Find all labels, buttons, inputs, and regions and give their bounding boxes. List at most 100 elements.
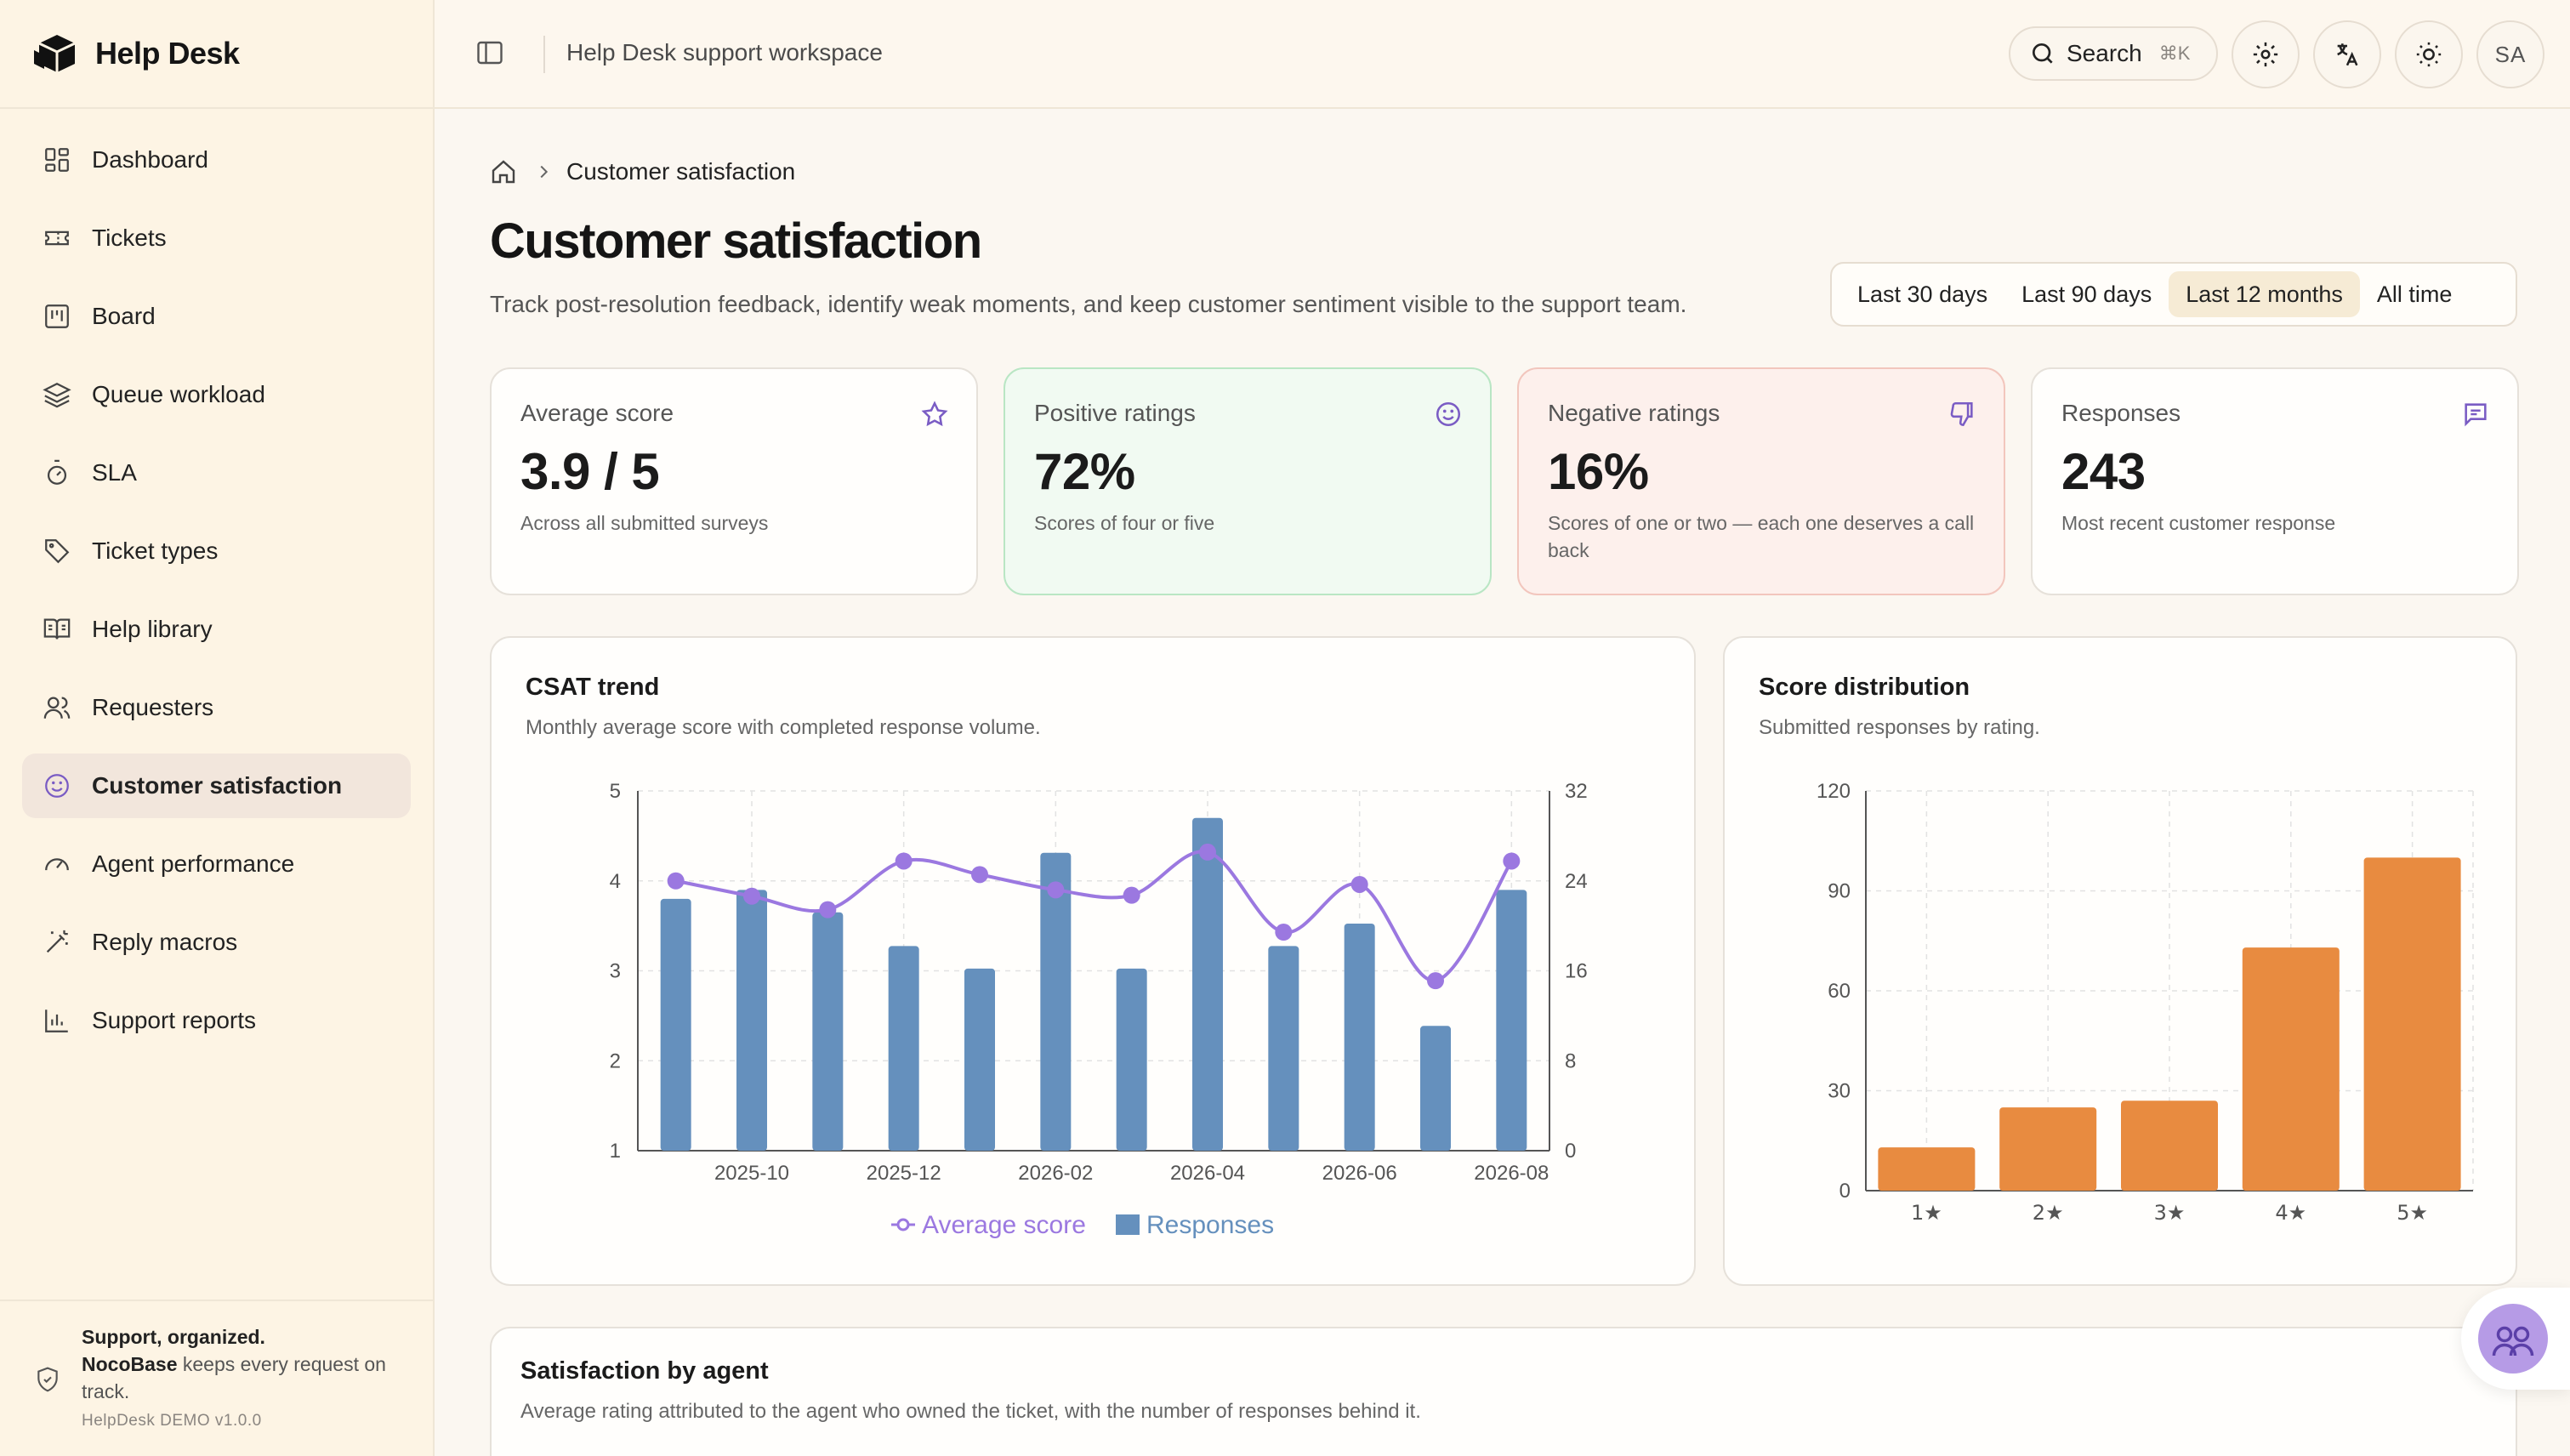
sidebar-nav: Dashboard Tickets Board Queue workload S… xyxy=(0,109,433,1053)
point-average-score xyxy=(1427,972,1444,990)
sidebar-item-label: Queue workload xyxy=(92,381,265,407)
sidebar: Help Desk Dashboard Tickets Board Queue … xyxy=(0,0,435,1456)
bar-responses xyxy=(1116,968,1147,1151)
sidebar-item-label: Help library xyxy=(92,616,213,642)
sidebar-item-label: Customer satisfaction xyxy=(92,772,343,799)
left-axis-tick-label: 2 xyxy=(610,1049,621,1072)
bar-score-count xyxy=(2121,1101,2218,1191)
thumbs-down-icon xyxy=(1950,401,1973,427)
sidebar-item-reply-macros[interactable]: Reply macros xyxy=(22,910,411,975)
left-axis-tick-label: 4 xyxy=(610,870,621,893)
bar-score-count xyxy=(1999,1107,2097,1191)
card-subtitle: Monthly average score with completed res… xyxy=(526,716,1041,739)
brand[interactable]: Help Desk xyxy=(0,0,433,109)
avatar-initials: SA xyxy=(2494,41,2527,67)
right-axis-tick-label: 24 xyxy=(1565,870,1588,893)
sidebar-item-label: Dashboard xyxy=(92,146,208,173)
home-icon[interactable] xyxy=(490,158,517,185)
page-subtitle: Track post-resolution feedback, identify… xyxy=(490,291,1687,317)
bar-responses xyxy=(1496,890,1527,1151)
kpi-value: 72% xyxy=(1034,443,1135,500)
layers-icon xyxy=(43,382,71,408)
point-average-score xyxy=(1047,881,1065,899)
settings-button[interactable] xyxy=(2232,20,2300,88)
kpi-label: Average score xyxy=(520,400,674,426)
theme-toggle-button[interactable] xyxy=(2395,20,2463,88)
sidebar-item-customer-satisfaction[interactable]: Customer satisfaction xyxy=(22,754,411,818)
assistant-fab[interactable] xyxy=(2461,1288,2570,1390)
bar-responses xyxy=(1420,1026,1451,1151)
sidebar-item-help-library[interactable]: Help library xyxy=(22,597,411,662)
kpi-negative-ratings: Negative ratings 16% Scores of one or tw… xyxy=(1517,367,2005,595)
point-average-score xyxy=(667,872,685,890)
smile-icon xyxy=(45,774,69,798)
sidebar-footer: Support, organized. NocoBase keeps every… xyxy=(0,1300,433,1456)
sidebar-item-queue-workload[interactable]: Queue workload xyxy=(22,362,411,427)
y-axis-tick-label: 30 xyxy=(1828,1080,1851,1103)
sidebar-item-requesters[interactable]: Requesters xyxy=(22,675,411,740)
bar-responses xyxy=(660,898,691,1151)
kpi-label: Negative ratings xyxy=(1548,400,1720,426)
tag-icon xyxy=(45,539,70,564)
chevron-right-icon xyxy=(540,165,549,179)
sidebar-item-sla[interactable]: SLA xyxy=(22,441,411,505)
kpi-label: Positive ratings xyxy=(1034,400,1196,426)
star-icon xyxy=(921,401,948,427)
point-average-score xyxy=(819,901,837,919)
range-option-12-months[interactable]: Last 12 months xyxy=(2169,271,2360,317)
footer-tagline: keeps every request on track. xyxy=(82,1353,386,1402)
point-average-score xyxy=(1503,852,1521,870)
range-option-all-time[interactable]: All time xyxy=(2376,281,2453,307)
bar-responses xyxy=(1268,946,1299,1151)
help-desk-logo-icon xyxy=(34,35,76,72)
sidebar-item-dashboard[interactable]: Dashboard xyxy=(22,128,411,192)
search-button[interactable]: Search ⌘K xyxy=(2009,26,2218,81)
gear-icon xyxy=(2253,42,2278,67)
card-title: Satisfaction by agent xyxy=(520,1357,769,1385)
page-title: Customer satisfaction xyxy=(490,213,982,269)
user-avatar-button[interactable]: SA xyxy=(2476,20,2544,88)
gauge-icon xyxy=(45,858,69,871)
y-axis-tick-label: 90 xyxy=(1828,880,1851,903)
bar-responses xyxy=(812,912,844,1151)
smile-icon xyxy=(1436,401,1461,427)
point-average-score xyxy=(1199,843,1216,861)
bar-responses xyxy=(1040,852,1072,1151)
translate-icon xyxy=(2337,43,2358,66)
bar-responses xyxy=(736,890,767,1151)
sidebar-item-board[interactable]: Board xyxy=(22,284,411,349)
range-option-90-days[interactable]: Last 90 days xyxy=(2021,281,2152,307)
workspace-title: Help Desk support workspace xyxy=(566,39,883,65)
sidebar-item-label: Tickets xyxy=(92,225,167,251)
sidebar-item-tickets[interactable]: Tickets xyxy=(22,206,411,270)
card-title: CSAT trend xyxy=(526,674,660,701)
sidebar-item-ticket-types[interactable]: Ticket types xyxy=(22,519,411,583)
x-axis-tick-label: 2026-04 xyxy=(1170,1162,1245,1185)
sidebar-item-label: Support reports xyxy=(92,1007,256,1033)
bar-score-count xyxy=(2242,947,2340,1191)
kpi-label: Responses xyxy=(2061,400,2181,426)
ticket-icon xyxy=(45,230,69,246)
kpi-description: Scores of four or five xyxy=(1034,512,1215,534)
bar-score-count xyxy=(1878,1147,1976,1191)
right-axis-tick-label: 16 xyxy=(1565,960,1588,983)
bar-responses xyxy=(888,946,919,1151)
x-axis-tick-label: 2026-02 xyxy=(1018,1162,1093,1185)
sidebar-item-agent-performance[interactable]: Agent performance xyxy=(22,832,411,896)
book-icon xyxy=(43,618,71,640)
dashboard-icon xyxy=(45,148,69,172)
wand-icon xyxy=(46,930,68,953)
y-axis-tick-label: 0 xyxy=(1839,1180,1851,1203)
left-axis-tick-label: 3 xyxy=(610,960,621,983)
language-button[interactable] xyxy=(2313,20,2381,88)
right-axis-tick-label: 8 xyxy=(1565,1049,1576,1072)
line-average-score xyxy=(675,850,1514,983)
range-option-30-days[interactable]: Last 30 days xyxy=(1857,281,1988,307)
legend-average-score-label: Average score xyxy=(922,1211,1086,1239)
kpi-value: 243 xyxy=(2061,443,2146,500)
x-axis-tick-label: 2026-08 xyxy=(1474,1162,1549,1185)
sidebar-item-support-reports[interactable]: Support reports xyxy=(22,988,411,1053)
sidebar-toggle-icon[interactable] xyxy=(475,37,505,68)
x-axis-tick-label: 4★ xyxy=(2275,1201,2306,1225)
message-icon xyxy=(2465,403,2487,427)
